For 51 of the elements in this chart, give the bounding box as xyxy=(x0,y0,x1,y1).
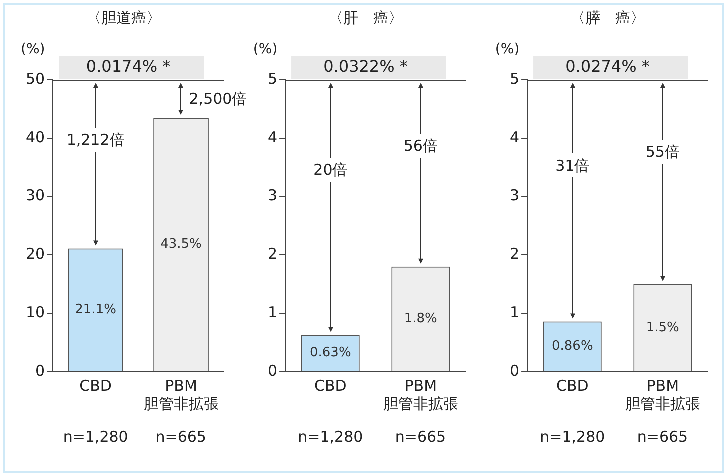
y-axis-title: (%) xyxy=(20,42,46,58)
y-tick-label: 3 xyxy=(510,186,520,205)
x-tick-label: PBM 胆管非拡張 xyxy=(144,376,219,413)
y-tick-label: 2 xyxy=(268,245,278,264)
y-tick-label: 2 xyxy=(510,245,520,264)
y-tick-label: 50 xyxy=(26,70,46,88)
data-label: 1.5% xyxy=(646,320,680,336)
y-tick-label: 5 xyxy=(510,70,520,88)
text: n=1,280 xyxy=(63,428,128,446)
annotation: 56倍 xyxy=(404,137,438,156)
y-tick-label: 20 xyxy=(26,245,46,264)
y-tick-label: 3 xyxy=(268,186,278,205)
y-axis-title: (%) xyxy=(253,42,278,58)
annotation: 2,500倍 xyxy=(189,90,248,108)
y-tick-label: 5 xyxy=(268,70,278,88)
annotation: 31倍 xyxy=(556,156,590,175)
y-tick-label: 4 xyxy=(268,128,278,146)
y-axis-title: (%) xyxy=(495,42,520,58)
data-label: 21.1% xyxy=(75,302,116,318)
text: 0.0174% * xyxy=(86,57,171,76)
text: n=665 xyxy=(637,428,688,446)
annotation: 20倍 xyxy=(314,161,348,180)
chart-title: 〈肝 癌〉 xyxy=(328,8,404,27)
annotation: 1,212倍 xyxy=(66,130,125,149)
chart-title: 〈胆道癌〉 xyxy=(86,8,162,27)
chart-title: 〈膵 癌〉 xyxy=(570,8,646,27)
y-tick-label: 10 xyxy=(26,303,46,322)
data-label: 0.86% xyxy=(552,339,594,354)
y-tick-label: 1 xyxy=(268,303,278,322)
y-tick-label: 0 xyxy=(36,362,46,380)
y-tick-label: 4 xyxy=(510,128,520,146)
text: n=1,280 xyxy=(540,428,606,446)
text: n=1,280 xyxy=(298,428,364,446)
x-tick-label: PBM 胆管非拡張 xyxy=(625,376,700,413)
data-label: 1.8% xyxy=(404,312,438,327)
y-tick-label: 0 xyxy=(268,362,278,380)
y-tick-label: 1 xyxy=(510,303,520,322)
x-tick-label: CBD xyxy=(314,376,347,395)
x-tick-label: CBD xyxy=(80,376,112,395)
x-tick-label: PBM 胆管非拡張 xyxy=(383,376,458,413)
y-tick-label: 40 xyxy=(26,128,46,146)
y-tick-label: 30 xyxy=(26,186,46,205)
data-label: 43.5% xyxy=(160,237,202,252)
text: 0.0274% * xyxy=(566,57,650,76)
y-tick-label: 0 xyxy=(510,362,520,380)
text: 0.0322% * xyxy=(324,57,408,76)
text: n=665 xyxy=(156,428,206,446)
text: n=665 xyxy=(395,428,446,446)
data-label: 0.63% xyxy=(310,346,352,361)
x-tick-label: CBD xyxy=(556,376,589,395)
annotation: 55倍 xyxy=(646,143,680,162)
